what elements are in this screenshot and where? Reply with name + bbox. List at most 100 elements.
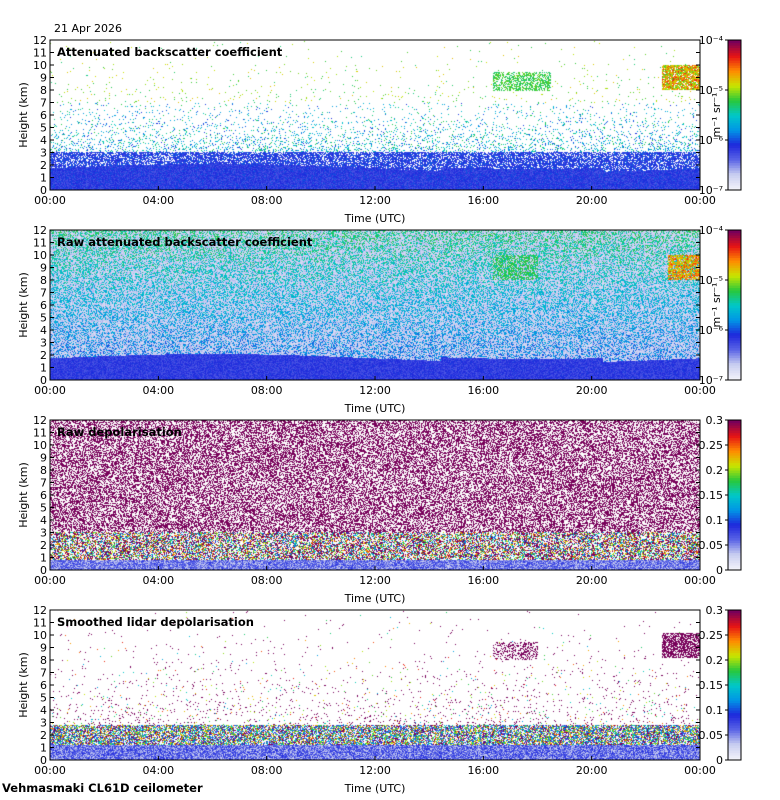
colorbar-segment — [728, 285, 741, 289]
colorbar-tick-label: 0 — [716, 564, 723, 577]
colorbar-tick-label: 0.3 — [706, 414, 724, 427]
colorbar-segment — [728, 295, 741, 299]
colorbar-segment — [728, 657, 741, 661]
colorbar-segment — [728, 675, 741, 679]
x-tick-label: 20:00 — [576, 384, 608, 397]
colorbar-segment — [728, 482, 741, 486]
colorbar-segment — [728, 747, 741, 751]
colorbar-tick-label: 10⁻⁵ — [699, 84, 723, 97]
colorbar-segment — [728, 287, 741, 291]
colorbar-segment — [728, 487, 741, 491]
colorbar-segment — [728, 517, 741, 521]
colorbar-segment — [728, 702, 741, 706]
colorbar-tick-label: 0 — [716, 754, 723, 767]
heatmap-image — [50, 420, 700, 570]
colorbar-segment — [728, 437, 741, 441]
y-tick-label: 9 — [40, 72, 47, 85]
colorbar-segment — [728, 312, 741, 316]
x-tick-label: 04:00 — [142, 764, 174, 777]
y-tick-label: 9 — [40, 452, 47, 465]
y-tick-label: 1 — [40, 552, 47, 565]
y-tick-label: 8 — [40, 84, 47, 97]
colorbar-segment — [728, 615, 741, 619]
colorbar-segment — [728, 135, 741, 139]
colorbar-segment — [728, 700, 741, 704]
x-tick-label: 20:00 — [576, 574, 608, 587]
x-tick-label: 12:00 — [359, 764, 391, 777]
x-tick-label: 16:00 — [467, 764, 499, 777]
colorbar-segment — [728, 122, 741, 126]
colorbar-segment — [728, 70, 741, 74]
colorbar-segment — [728, 292, 741, 296]
y-tick-label: 2 — [40, 159, 47, 172]
colorbar-segment — [728, 535, 741, 539]
colorbar-segment — [728, 550, 741, 554]
x-tick-label: 08:00 — [251, 574, 283, 587]
y-tick-label: 7 — [40, 477, 47, 490]
colorbar-segment — [728, 640, 741, 644]
y-tick-label: 2 — [40, 729, 47, 742]
colorbar-segment — [728, 142, 741, 146]
y-tick-label: 12 — [33, 34, 47, 47]
colorbar-segment — [728, 147, 741, 151]
colorbar-segment — [728, 102, 741, 106]
colorbar-segment — [728, 442, 741, 446]
colorbar-segment — [728, 735, 741, 739]
x-axis-label: Time (UTC) — [344, 212, 406, 225]
colorbar-segment — [728, 250, 741, 254]
colorbar-segment — [728, 100, 741, 104]
y-tick-label: 10 — [33, 249, 47, 262]
colorbar-segment — [728, 490, 741, 494]
colorbar-segment — [728, 62, 741, 66]
colorbar-segment — [728, 692, 741, 696]
colorbar-segment — [728, 280, 741, 284]
colorbar-segment — [728, 462, 741, 466]
colorbar-segment — [728, 60, 741, 64]
colorbar-segment — [728, 232, 741, 236]
colorbar-segment — [728, 107, 741, 111]
x-tick-label: 08:00 — [251, 384, 283, 397]
colorbar-frame — [727, 229, 742, 381]
colorbar-tick-label: 0.2 — [706, 654, 724, 667]
y-tick-label: 3 — [40, 337, 47, 350]
y-tick-label: 1 — [40, 742, 47, 755]
colorbar-segment — [728, 137, 741, 141]
colorbar-segment — [728, 317, 741, 321]
colorbar-segment — [728, 275, 741, 279]
colorbar-segment — [728, 667, 741, 671]
colorbar-segment — [728, 507, 741, 511]
colorbar-segment — [728, 697, 741, 701]
colorbar-label: m⁻¹ sr⁻¹ — [710, 283, 723, 328]
y-tick-label: 0 — [40, 564, 47, 577]
colorbar-segment — [728, 730, 741, 734]
colorbar-segment — [728, 342, 741, 346]
colorbar-segment — [728, 127, 741, 131]
colorbar-segment — [728, 757, 741, 761]
x-tick-label: 04:00 — [142, 574, 174, 587]
y-tick-label: 0 — [40, 184, 47, 197]
y-tick-label: 1 — [40, 362, 47, 375]
colorbar-segment — [728, 620, 741, 624]
x-tick-label: 08:00 — [251, 194, 283, 207]
x-tick-label: 20:00 — [576, 194, 608, 207]
colorbar-label: m⁻¹ sr⁻¹ — [710, 93, 723, 138]
colorbar-segment — [728, 187, 741, 191]
colorbar-segment — [728, 745, 741, 749]
y-tick-label: 8 — [40, 654, 47, 667]
colorbar-segment — [728, 532, 741, 536]
colorbar: 10⁻⁷ 10⁻⁶ 10⁻⁵ 10⁻⁴ m⁻¹ sr⁻¹ — [699, 224, 742, 387]
colorbar-segment — [728, 352, 741, 356]
y-tick-label: 4 — [40, 324, 47, 337]
y-tick-label: 8 — [40, 274, 47, 287]
colorbar-tick-label: 0.25 — [699, 629, 724, 642]
x-tick-label: 16:00 — [467, 194, 499, 207]
colorbar-segment — [728, 82, 741, 86]
colorbar-segment — [728, 622, 741, 626]
colorbar-segment — [728, 355, 741, 359]
colorbar-segment — [728, 327, 741, 331]
y-tick-label: 5 — [40, 692, 47, 705]
colorbar-segment — [728, 310, 741, 314]
heatmap-image — [50, 230, 700, 380]
colorbar-segment — [728, 112, 741, 116]
